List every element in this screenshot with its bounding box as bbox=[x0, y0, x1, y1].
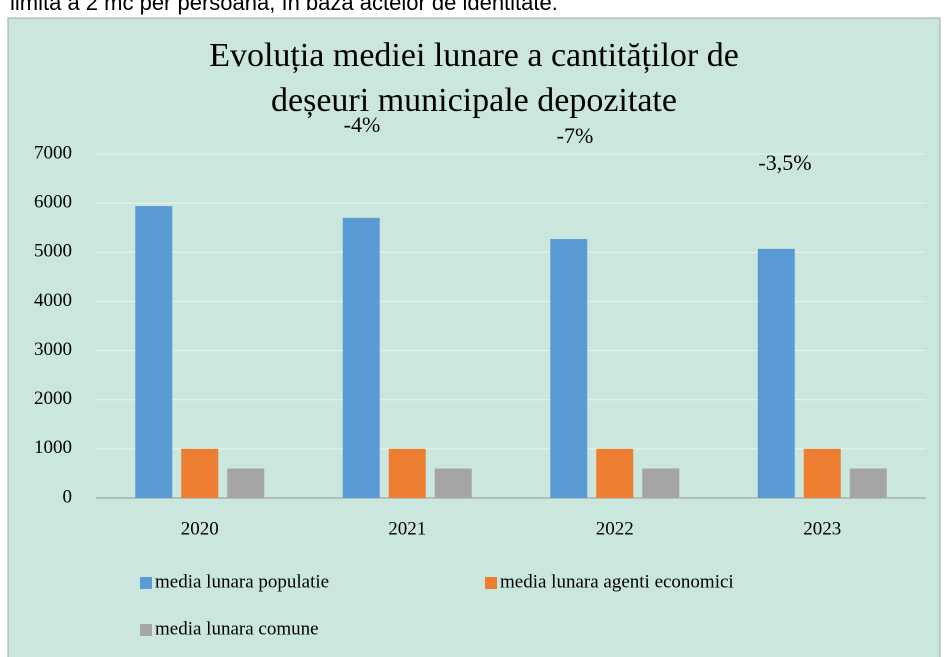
legend-swatch bbox=[140, 624, 152, 636]
chart-title: Evoluția mediei lunare a cantităților de bbox=[209, 37, 739, 74]
header-text: limită a 2 mc per persoană, în baza acte… bbox=[10, 0, 558, 15]
bar bbox=[596, 448, 634, 498]
chart-title: deșeuri municipale depozitate bbox=[271, 82, 677, 119]
bar bbox=[135, 206, 173, 498]
y-tick-label: 1000 bbox=[34, 437, 72, 458]
legend-label: media lunara comune bbox=[155, 618, 319, 639]
bar bbox=[181, 448, 219, 498]
legend-swatch bbox=[140, 577, 152, 589]
y-tick-label: 3000 bbox=[34, 339, 72, 360]
x-tick-label: 2023 bbox=[803, 518, 841, 539]
bar bbox=[434, 468, 472, 498]
bar bbox=[388, 448, 426, 498]
x-tick-label: 2020 bbox=[181, 518, 219, 539]
bar bbox=[757, 248, 795, 498]
x-tick-label: 2021 bbox=[388, 518, 426, 539]
legend-swatch bbox=[485, 577, 497, 589]
legend-label: media lunara populatie bbox=[155, 571, 329, 592]
y-tick-label: 7000 bbox=[34, 142, 72, 163]
legend-label: media lunara agenti economici bbox=[500, 571, 734, 592]
y-tick-label: 4000 bbox=[34, 290, 72, 311]
x-tick-label: 2022 bbox=[596, 518, 634, 539]
annotation: -3,5% bbox=[758, 150, 811, 175]
bar bbox=[642, 468, 680, 498]
y-tick-label: 2000 bbox=[34, 388, 72, 409]
y-tick-label: 0 bbox=[63, 486, 73, 507]
y-tick-label: 5000 bbox=[34, 241, 72, 262]
bar bbox=[849, 468, 887, 498]
bar bbox=[342, 217, 380, 498]
bar bbox=[803, 448, 841, 498]
y-tick-label: 6000 bbox=[34, 192, 72, 213]
annotation: -7% bbox=[557, 123, 594, 148]
bar bbox=[550, 239, 588, 498]
annotation: -4% bbox=[344, 112, 381, 137]
bar bbox=[227, 468, 265, 498]
